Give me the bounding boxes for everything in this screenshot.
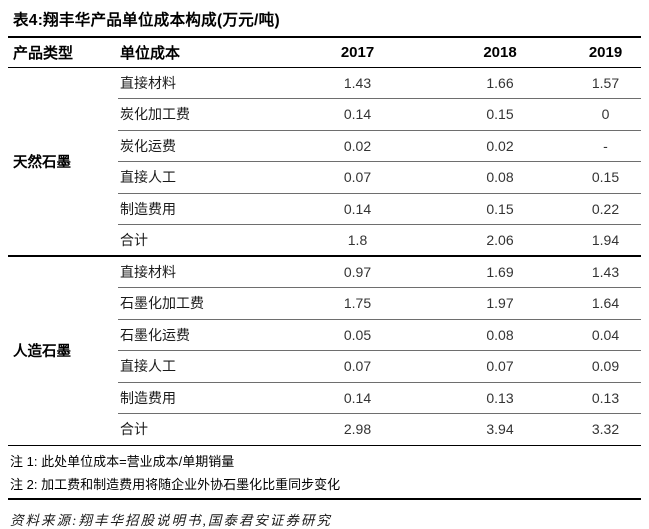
cell-2017: 0.02	[285, 130, 430, 162]
cell-2019: 0.22	[570, 193, 641, 225]
cell-2018: 1.97	[430, 287, 570, 320]
table-row: 制造费用 0.14 0.15 0.22	[8, 193, 641, 225]
cell-2019: 3.32	[591, 421, 620, 438]
cell-2018: 0.07	[430, 350, 570, 383]
group-artificial-graphite: 人造石墨 直接材料 0.97 1.69 1.43 石墨化加工费 1.75 1.9…	[8, 256, 641, 445]
cell-2019: -	[570, 130, 641, 162]
table-row: 炭化加工费 0.14 0.15 0	[8, 98, 641, 131]
row-label: 直接材料	[118, 67, 285, 99]
cell-2017: 0.07	[285, 350, 430, 383]
source-attribution: 资料来源:翔丰华招股说明书,国泰君安证券研究	[10, 512, 332, 528]
cell-2017: 1.75	[285, 287, 430, 320]
cell-2017: 1.8	[347, 232, 368, 248]
cell-2017: 0.14	[285, 382, 430, 414]
table-row: 天然石墨 直接材料 1.43 1.66 1.57	[8, 67, 641, 171]
cell-2017: 0.14	[285, 193, 430, 225]
cell-2017: 0.05	[285, 319, 430, 351]
row-label: 直接人工	[118, 161, 285, 194]
cell-2019: 1.64	[570, 287, 641, 320]
cell-2019: 0.04	[570, 319, 641, 351]
cell-2018: 0.15	[430, 98, 570, 131]
table-title: 表4:翔丰华产品单位成本构成(万元/吨)	[8, 0, 641, 38]
table-row: 直接人工 0.07 0.08 0.15	[8, 161, 641, 194]
row-label: 石墨化运费	[118, 319, 285, 351]
row-label: 石墨化加工费	[118, 287, 285, 320]
note-1: 注 1: 此处单位成本=营业成本/单期销量	[10, 453, 235, 469]
cell-2018: 1.69	[430, 256, 570, 288]
col-header-2019: 2019	[570, 38, 641, 68]
cell-2019: 0.13	[570, 382, 641, 414]
cell-2019: 1.94	[591, 232, 620, 248]
cell-2018: 1.66	[430, 67, 570, 99]
table-row: 制造费用 0.14 0.13 0.13	[8, 382, 641, 414]
cell-2017: 2.98	[343, 421, 372, 438]
cell-2018: 2.06	[486, 232, 514, 248]
row-label: 制造费用	[118, 193, 285, 225]
row-label: 炭化加工费	[118, 98, 285, 131]
row-label: 制造费用	[118, 382, 285, 414]
cell-2017: 1.43	[285, 67, 430, 99]
cell-2019: 1.57	[570, 67, 641, 99]
row-label: 合计	[120, 232, 148, 248]
cell-2017: 0.14	[285, 98, 430, 131]
cell-2019: 0.09	[570, 350, 641, 383]
cell-2018: 3.94	[486, 421, 514, 438]
table-row: 炭化运费 0.02 0.02 -	[8, 130, 641, 162]
cell-2019: 0	[570, 98, 641, 131]
row-label: 合计	[120, 421, 148, 438]
note-2: 注 2: 加工费和制造费用将随企业外协石墨化比重同步变化	[10, 476, 341, 492]
cell-2017: 0.97	[285, 256, 430, 288]
table-row-total: 合计 1.8 2.06 1.94	[8, 225, 641, 257]
table-row: 直接人工 0.07 0.07 0.09	[8, 350, 641, 383]
table-row-total: 合计 2.98 3.94 3.32	[8, 414, 641, 446]
table-notes: 注 1: 此处单位成本=营业成本/单期销量 注 2: 加工费和制造费用将随企业外…	[8, 446, 641, 500]
table-header-row: 产品类型 单位成本 2017 2018 2019	[8, 38, 641, 68]
cell-2018: 0.08	[430, 319, 570, 351]
table-row: 人造石墨 直接材料 0.97 1.69 1.43	[8, 256, 641, 360]
cell-2019: 0.15	[570, 161, 641, 194]
cell-2018: 0.15	[430, 193, 570, 225]
col-header-unit-cost: 单位成本	[118, 38, 285, 68]
cell-2019: 1.43	[570, 256, 641, 288]
group-label-natural-graphite: 天然石墨	[13, 154, 71, 171]
row-label: 直接材料	[118, 256, 285, 288]
group-natural-graphite: 天然石墨 直接材料 1.43 1.66 1.57 炭化加工费 0.14 0.15…	[8, 67, 641, 256]
table-row: 石墨化运费 0.05 0.08 0.04	[8, 319, 641, 351]
col-header-2017: 2017	[285, 38, 430, 68]
cell-2018: 0.13	[430, 382, 570, 414]
row-label: 炭化运费	[118, 130, 285, 162]
col-header-product-type: 产品类型	[8, 38, 118, 68]
cell-2017: 0.07	[285, 161, 430, 194]
group-label-artificial-graphite: 人造石墨	[13, 344, 71, 361]
cell-2018: 0.08	[430, 161, 570, 194]
row-label: 直接人工	[118, 350, 285, 383]
table-row: 石墨化加工费 1.75 1.97 1.64	[8, 287, 641, 320]
cell-2018: 0.02	[430, 130, 570, 162]
unit-cost-table: 产品类型 单位成本 2017 2018 2019 天然石墨 直接材料 1.43 …	[8, 38, 641, 446]
col-header-2018: 2018	[430, 38, 570, 68]
